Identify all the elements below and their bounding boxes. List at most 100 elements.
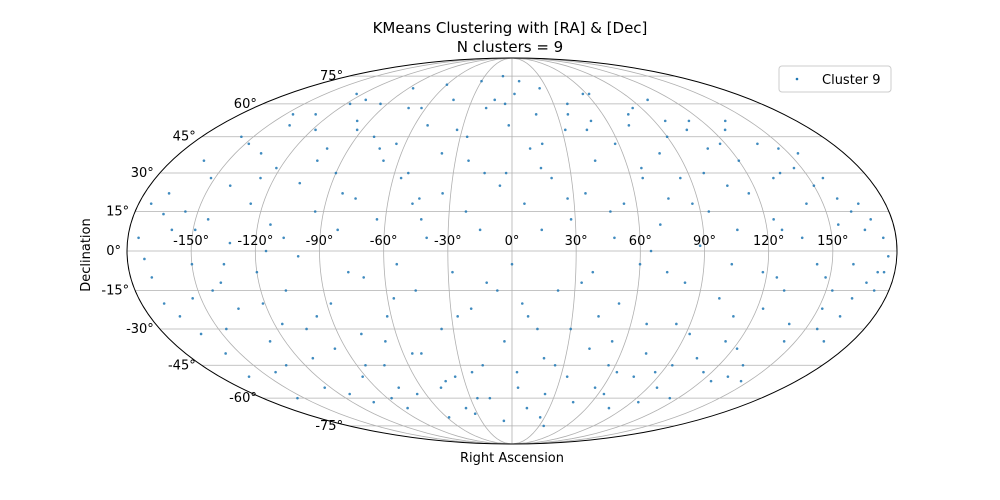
data-point [517, 79, 521, 83]
data-point [364, 98, 368, 102]
data-point [162, 212, 165, 216]
data-point [737, 159, 741, 162]
data-point [800, 236, 804, 240]
data-point [815, 262, 819, 266]
x-tick-label: -60° [370, 234, 398, 249]
data-point [536, 327, 539, 331]
data-point [507, 124, 511, 127]
y-tick-label: -60° [229, 391, 257, 406]
data-point [420, 352, 423, 355]
data-point [484, 106, 488, 110]
data-point [602, 392, 606, 396]
data-point [540, 228, 544, 232]
grid-meridian [511, 58, 834, 444]
data-point [852, 262, 855, 266]
data-point [501, 74, 505, 78]
data-point [504, 171, 508, 175]
legend-box [778, 65, 892, 93]
data-point [747, 192, 751, 195]
data-point [470, 370, 474, 374]
data-point [211, 289, 214, 292]
data-point [850, 297, 854, 300]
data-point [493, 98, 497, 102]
data-point [296, 254, 300, 258]
data-point [354, 197, 357, 200]
data-point [383, 363, 386, 367]
data-point [872, 289, 876, 292]
legend: Cluster 9 [778, 65, 892, 93]
data-point [372, 135, 376, 139]
data-point [360, 332, 363, 336]
data-point [691, 202, 694, 205]
data-point [516, 386, 520, 389]
data-point [219, 281, 223, 284]
y-tick-label: 0° [106, 244, 121, 259]
data-point [488, 396, 492, 400]
data-point [607, 406, 611, 410]
data-point [780, 228, 784, 232]
data-point [723, 128, 727, 132]
data-point [503, 102, 507, 106]
data-point [225, 327, 228, 331]
data-point [881, 236, 885, 240]
data-point [607, 363, 610, 367]
data-point [418, 197, 421, 200]
title-group: KMeans Clustering with [RA] & [Dec] N cl… [373, 19, 648, 56]
data-point [887, 254, 890, 258]
data-point [510, 262, 514, 266]
x-tick-labels: -150° -120° -90° -60° -30° 0° 30° 60° 90° 120° 150… [173, 234, 848, 249]
data-point [296, 396, 299, 400]
data-point [775, 276, 779, 279]
data-point [513, 92, 516, 96]
data-point [792, 166, 796, 170]
data-point [150, 276, 154, 279]
data-point [645, 322, 648, 326]
data-point [553, 363, 557, 367]
data-point [440, 152, 444, 155]
legend-label: Cluster 9 [822, 73, 881, 88]
data-point [528, 147, 532, 150]
data-point [627, 124, 631, 127]
data-point [566, 102, 569, 106]
data-point [314, 128, 317, 132]
data-point [178, 315, 182, 318]
x-axis-label: Right Ascension [460, 451, 564, 466]
data-point [347, 270, 350, 274]
data-point [675, 322, 678, 326]
data-point [585, 128, 589, 132]
data-point [355, 128, 359, 132]
data-point [485, 281, 488, 284]
data-point [382, 159, 385, 162]
x-tick-label: -150° [173, 234, 209, 249]
data-point [687, 119, 691, 123]
y-axis-label: Declination [79, 218, 94, 292]
data-point [655, 386, 659, 389]
data-point [726, 375, 730, 378]
data-point [137, 236, 140, 240]
data-point [772, 218, 775, 221]
data-point [589, 119, 593, 123]
data-point [269, 223, 272, 226]
data-point [702, 171, 706, 175]
data-point [563, 128, 567, 132]
data-point [465, 135, 469, 139]
grid-meridian [511, 58, 770, 444]
data-point [202, 159, 206, 162]
data-point [627, 113, 630, 116]
data-point [355, 92, 358, 96]
data-point [622, 202, 626, 205]
data-point [706, 147, 710, 150]
data-point [718, 297, 721, 300]
data-point [688, 332, 691, 336]
data-point [355, 119, 359, 123]
data-point [325, 147, 329, 150]
data-point [298, 181, 302, 185]
data-point [280, 322, 284, 326]
data-point [539, 166, 543, 170]
data-point [333, 347, 337, 350]
data-point [637, 400, 640, 404]
data-point [240, 135, 243, 139]
data-point [615, 370, 619, 374]
x-tick-label: 150° [817, 234, 848, 249]
